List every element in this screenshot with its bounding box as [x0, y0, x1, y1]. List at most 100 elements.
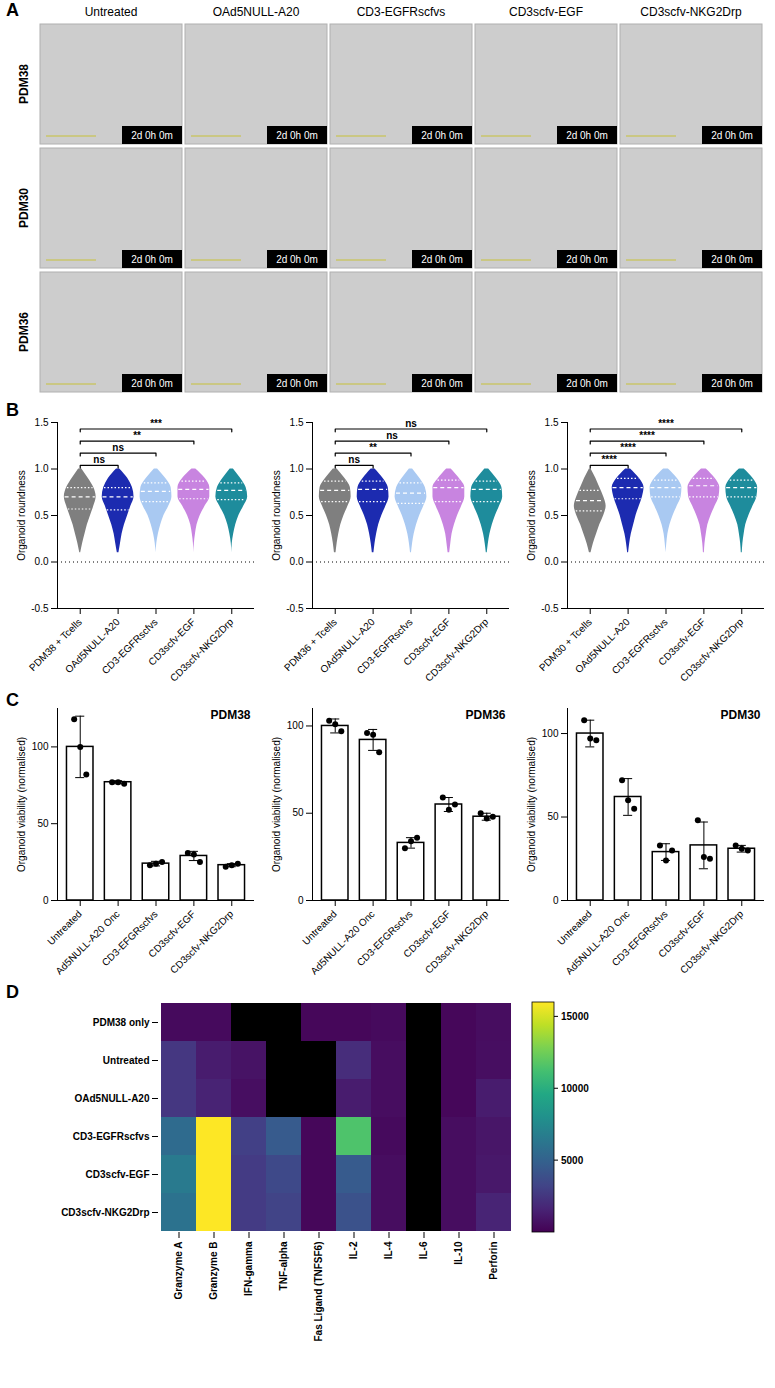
- svg-text:2d 0h 0m: 2d 0h 0m: [421, 254, 463, 265]
- svg-text:2d 0h 0m: 2d 0h 0m: [276, 378, 318, 389]
- svg-text:CD3-EGFRscfvs: CD3-EGFRscfvs: [610, 616, 670, 676]
- svg-text:2d 0h 0m: 2d 0h 0m: [131, 378, 173, 389]
- svg-text:-0.5: -0.5: [541, 603, 559, 614]
- svg-text:IFN-gamma: IFN-gamma: [243, 1241, 254, 1296]
- svg-text:CD3scfv-NKG2Drp: CD3scfv-NKG2Drp: [678, 908, 746, 976]
- svg-text:Granzyme B: Granzyme B: [208, 1242, 219, 1300]
- svg-text:0.0: 0.0: [545, 556, 559, 567]
- svg-text:2d 0h 0m: 2d 0h 0m: [711, 378, 753, 389]
- svg-text:CD3-EGFRscfvs: CD3-EGFRscfvs: [73, 1131, 150, 1142]
- svg-text:50: 50: [547, 811, 559, 822]
- svg-text:Organoid roundness: Organoid roundness: [271, 470, 282, 561]
- svg-text:0.5: 0.5: [290, 510, 304, 521]
- svg-text:ns: ns: [93, 454, 105, 465]
- svg-text:**: **: [133, 430, 141, 441]
- svg-text:0.5: 0.5: [545, 510, 559, 521]
- svg-text:**: **: [369, 442, 377, 453]
- svg-text:CD3scfv-NKG2Drp: CD3scfv-NKG2Drp: [61, 1207, 149, 1218]
- svg-text:1.0: 1.0: [290, 463, 304, 474]
- svg-text:0: 0: [298, 895, 304, 906]
- svg-text:2d 0h 0m: 2d 0h 0m: [711, 254, 753, 265]
- svg-text:PDM38: PDM38: [210, 708, 250, 722]
- svg-text:PDM30: PDM30: [17, 188, 31, 228]
- svg-text:100: 100: [542, 728, 559, 739]
- svg-text:CD3scfv-NKG2Drp: CD3scfv-NKG2Drp: [168, 908, 236, 976]
- svg-text:Untreated: Untreated: [45, 908, 84, 947]
- svg-text:IL-2: IL-2: [348, 1241, 359, 1259]
- svg-text:2d 0h 0m: 2d 0h 0m: [421, 378, 463, 389]
- svg-text:Organoid roundness: Organoid roundness: [526, 470, 537, 561]
- svg-text:1.5: 1.5: [290, 417, 304, 428]
- svg-text:PDM36: PDM36: [17, 312, 31, 352]
- svg-text:****: ****: [658, 418, 674, 429]
- svg-text:1.0: 1.0: [35, 463, 49, 474]
- svg-text:Untreated: Untreated: [103, 1055, 150, 1066]
- svg-text:Organoid viability (normalised: Organoid viability (normalised): [271, 737, 282, 872]
- svg-text:Organoid viability (normalised: Organoid viability (normalised): [526, 737, 537, 872]
- svg-text:100: 100: [287, 720, 304, 731]
- svg-text:100: 100: [32, 741, 49, 752]
- svg-text:CD3-EGFRscfvs: CD3-EGFRscfvs: [357, 5, 446, 19]
- svg-text:Ad5NULL-A20 Onc: Ad5NULL-A20 Onc: [53, 908, 121, 976]
- svg-text:CD3scfv-NKG2Drp: CD3scfv-NKG2Drp: [678, 616, 746, 684]
- svg-text:Organoid viability (normalised: Organoid viability (normalised): [16, 737, 27, 872]
- svg-text:-0.5: -0.5: [31, 603, 49, 614]
- svg-text:***: ***: [150, 418, 162, 429]
- svg-text:2d 0h 0m: 2d 0h 0m: [566, 254, 608, 265]
- svg-text:50: 50: [37, 818, 49, 829]
- svg-text:50: 50: [292, 807, 304, 818]
- svg-text:0: 0: [553, 895, 559, 906]
- svg-text:CD3scfv-NKG2Drp: CD3scfv-NKG2Drp: [168, 616, 236, 684]
- svg-text:Untreated: Untreated: [555, 908, 594, 947]
- svg-text:Ad5NULL-A20 Onc: Ad5NULL-A20 Onc: [563, 908, 631, 976]
- svg-text:2d 0h 0m: 2d 0h 0m: [276, 130, 318, 141]
- svg-text:IL-10: IL-10: [453, 1241, 464, 1265]
- svg-text:Organoid roundness: Organoid roundness: [16, 470, 27, 561]
- svg-text:****: ****: [620, 442, 636, 453]
- svg-text:PDM38: PDM38: [17, 64, 31, 104]
- svg-text:2d 0h 0m: 2d 0h 0m: [276, 254, 318, 265]
- svg-text:TNF-alpha: TNF-alpha: [278, 1241, 289, 1290]
- svg-text:PDM30: PDM30: [720, 708, 760, 722]
- svg-text:Untreated: Untreated: [85, 5, 138, 19]
- svg-text:2d 0h 0m: 2d 0h 0m: [131, 254, 173, 265]
- svg-text:CD3scfv-NKG2Drp: CD3scfv-NKG2Drp: [423, 908, 491, 976]
- svg-text:ns: ns: [386, 430, 398, 441]
- svg-text:Perforin: Perforin: [488, 1242, 499, 1280]
- svg-text:****: ****: [601, 454, 617, 465]
- svg-text:15000: 15000: [561, 1011, 589, 1022]
- svg-text:CD3scfv-NKG2Drp: CD3scfv-NKG2Drp: [423, 616, 491, 684]
- svg-text:ns: ns: [405, 418, 417, 429]
- svg-text:2d 0h 0m: 2d 0h 0m: [566, 378, 608, 389]
- svg-text:OAd5NULL-A20: OAd5NULL-A20: [213, 5, 300, 19]
- svg-text:CD3-EFGRscfvs: CD3-EFGRscfvs: [100, 908, 160, 968]
- svg-text:Untreated: Untreated: [300, 908, 339, 947]
- svg-text:0: 0: [43, 895, 49, 906]
- svg-text:1.5: 1.5: [545, 417, 559, 428]
- svg-text:Granzyme A: Granzyme A: [173, 1242, 184, 1300]
- svg-text:CD3scfv-NKG2Drp: CD3scfv-NKG2Drp: [640, 5, 742, 19]
- svg-text:0.5: 0.5: [35, 510, 49, 521]
- svg-text:ns: ns: [348, 454, 360, 465]
- svg-text:CD3-EFGRscfvs: CD3-EFGRscfvs: [610, 908, 670, 968]
- svg-text:5000: 5000: [561, 1155, 584, 1166]
- svg-text:CD3-EGFRscfvs: CD3-EGFRscfvs: [355, 616, 415, 676]
- svg-text:ns: ns: [112, 442, 124, 453]
- svg-text:IL-6: IL-6: [418, 1241, 429, 1259]
- svg-text:0.0: 0.0: [290, 556, 304, 567]
- svg-text:1.0: 1.0: [545, 463, 559, 474]
- svg-text:Ad5NULL-A20 Onc: Ad5NULL-A20 Onc: [308, 908, 376, 976]
- svg-text:CD3scfv-EGF: CD3scfv-EGF: [86, 1169, 150, 1180]
- svg-text:CD3scfv-EGF: CD3scfv-EGF: [509, 5, 583, 19]
- svg-text:2d 0h 0m: 2d 0h 0m: [566, 130, 608, 141]
- svg-text:CD3-EFGRscfvs: CD3-EFGRscfvs: [355, 908, 415, 968]
- svg-text:IL-4: IL-4: [383, 1241, 394, 1259]
- svg-text:0.0: 0.0: [35, 556, 49, 567]
- svg-text:2d 0h 0m: 2d 0h 0m: [131, 130, 173, 141]
- svg-text:2d 0h 0m: 2d 0h 0m: [711, 130, 753, 141]
- svg-text:10000: 10000: [561, 1083, 589, 1094]
- svg-text:PDM38 only: PDM38 only: [93, 1017, 150, 1028]
- svg-text:2d 0h 0m: 2d 0h 0m: [421, 130, 463, 141]
- svg-text:1.5: 1.5: [35, 417, 49, 428]
- svg-text:****: ****: [639, 430, 655, 441]
